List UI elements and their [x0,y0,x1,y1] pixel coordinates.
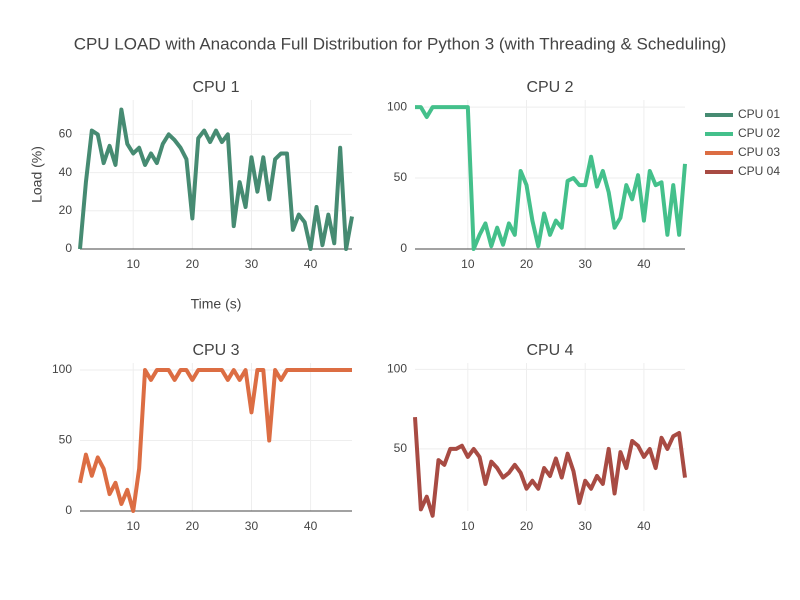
x-axis-label: Time (s) [191,296,242,312]
data-line [78,368,352,513]
x-tick-label: 30 [245,519,259,533]
legend-label: CPU 03 [738,145,780,159]
x-tick-label: 10 [461,257,475,271]
y-tick-label: 50 [394,441,408,455]
y-tick-label: 50 [59,433,73,447]
subplot-title: CPU 3 [192,342,239,359]
y-tick-label: 100 [387,99,407,113]
data-line [413,416,687,518]
x-tick-label: 30 [579,257,593,271]
y-tick-label: 0 [65,503,72,517]
x-tick-label: 10 [127,519,141,533]
subplot-title: CPU 4 [526,342,573,359]
y-tick-label: 50 [394,170,408,184]
y-tick-label: 0 [65,241,72,255]
y-axis-label: Load (%) [29,146,45,203]
chart-title: CPU LOAD with Anaconda Full Distribution… [74,34,727,53]
x-tick-label: 10 [461,519,475,533]
x-tick-label: 30 [245,257,259,271]
y-tick-label: 60 [59,127,73,141]
x-tick-label: 20 [520,257,534,271]
data-line [78,107,354,251]
y-tick-label: 0 [400,241,407,255]
subplot-title: CPU 1 [192,79,239,96]
legend-label: CPU 02 [738,126,780,140]
legend-label: CPU 04 [738,164,780,178]
y-tick-label: 100 [52,362,72,376]
data-line [415,105,687,251]
y-tick-label: 40 [59,165,73,179]
x-tick-label: 40 [304,519,318,533]
x-tick-label: 20 [186,519,200,533]
x-tick-label: 40 [637,257,651,271]
x-tick-label: 20 [186,257,200,271]
subplot-title: CPU 2 [526,79,573,96]
y-tick-label: 100 [387,362,407,376]
x-tick-label: 20 [520,519,534,533]
x-tick-label: 40 [637,519,651,533]
x-tick-label: 10 [127,257,141,271]
legend-label: CPU 01 [738,107,780,121]
x-tick-label: 30 [579,519,593,533]
y-tick-label: 20 [59,203,73,217]
x-tick-label: 40 [304,257,318,271]
